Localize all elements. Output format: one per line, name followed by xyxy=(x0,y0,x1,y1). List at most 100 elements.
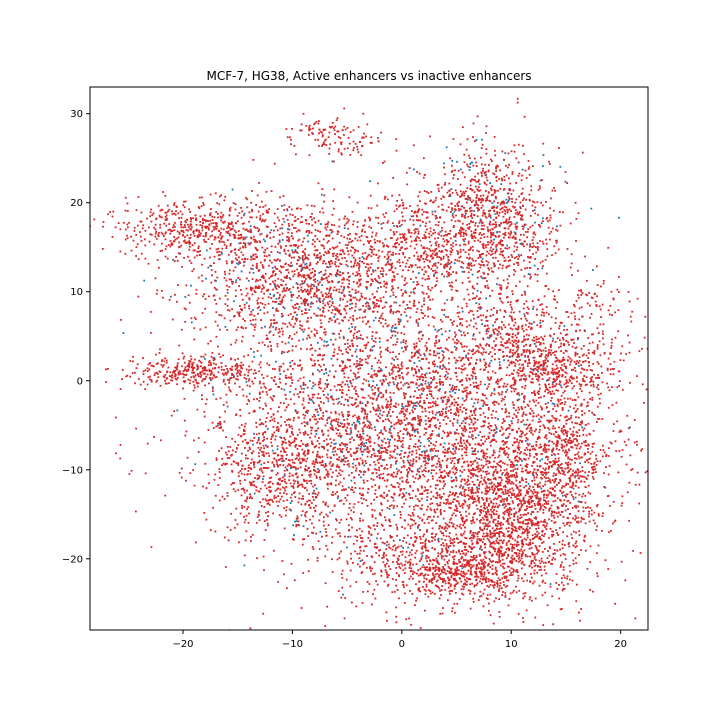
scatter-point xyxy=(359,560,362,562)
scatter-point xyxy=(398,454,401,456)
scatter-point xyxy=(331,536,334,538)
scatter-point xyxy=(504,326,507,329)
scatter-point xyxy=(525,543,528,546)
scatter-point xyxy=(307,535,310,537)
scatter-point xyxy=(465,345,468,348)
scatter-point xyxy=(480,234,483,236)
scatter-point xyxy=(513,464,516,467)
scatter-point xyxy=(553,403,556,405)
scatter-point xyxy=(475,350,478,353)
scatter-point xyxy=(262,498,264,501)
scatter-point xyxy=(418,318,421,320)
scatter-point xyxy=(434,386,437,389)
scatter-point xyxy=(431,210,434,213)
scatter-point xyxy=(559,332,562,335)
scatter-point xyxy=(508,412,511,414)
scatter-point xyxy=(342,289,345,291)
scatter-point xyxy=(392,499,395,502)
scatter-point xyxy=(450,403,453,406)
scatter-point xyxy=(413,343,416,345)
scatter-point xyxy=(374,340,377,343)
scatter-point xyxy=(398,323,400,326)
scatter-point xyxy=(496,401,498,404)
scatter-point xyxy=(450,395,453,398)
scatter-point xyxy=(425,423,427,425)
scatter-point xyxy=(332,200,334,202)
scatter-point xyxy=(219,421,221,423)
scatter-point xyxy=(357,501,360,504)
scatter-point xyxy=(339,436,342,438)
scatter-point xyxy=(488,479,490,481)
scatter-point xyxy=(494,529,497,531)
scatter-point xyxy=(421,451,423,453)
scatter-point xyxy=(345,449,348,451)
scatter-point xyxy=(382,395,385,398)
scatter-point xyxy=(245,454,247,457)
scatter-point xyxy=(400,387,403,390)
scatter-point xyxy=(426,397,428,400)
scatter-point xyxy=(289,377,292,379)
scatter-point xyxy=(343,227,346,229)
scatter-point xyxy=(430,418,433,421)
scatter-point xyxy=(469,460,472,463)
scatter-point xyxy=(403,428,405,430)
scatter-point xyxy=(396,505,398,508)
scatter-point xyxy=(247,449,249,452)
scatter-point xyxy=(457,411,460,414)
scatter-point xyxy=(439,501,442,504)
scatter-point xyxy=(263,539,266,541)
scatter-point xyxy=(386,415,389,418)
scatter-point xyxy=(404,382,407,385)
scatter-point xyxy=(499,523,502,525)
scatter-point xyxy=(584,441,587,444)
scatter-point xyxy=(328,417,331,419)
scatter-point xyxy=(506,437,509,439)
scatter-point xyxy=(375,472,378,474)
scatter-point xyxy=(458,448,460,451)
scatter-point xyxy=(396,439,399,442)
scatter-point xyxy=(496,378,499,381)
scatter-point xyxy=(262,238,265,241)
scatter-point xyxy=(325,345,328,347)
scatter-point xyxy=(393,427,396,430)
scatter-point xyxy=(411,497,413,499)
scatter-point xyxy=(234,382,236,385)
scatter-point xyxy=(412,426,415,429)
scatter-point xyxy=(363,445,365,448)
scatter-point xyxy=(498,358,500,360)
scatter-point xyxy=(406,475,409,478)
scatter-point xyxy=(333,385,336,388)
scatter-point xyxy=(427,315,430,318)
scatter-point xyxy=(415,321,418,324)
scatter-point xyxy=(332,343,335,346)
scatter-point xyxy=(564,431,567,434)
scatter-point xyxy=(410,424,413,427)
scatter-point xyxy=(490,425,493,427)
scatter-point xyxy=(272,482,274,485)
scatter-point xyxy=(374,357,377,360)
scatter-points xyxy=(90,97,648,630)
scatter-point xyxy=(417,431,419,434)
scatter-point xyxy=(559,367,562,369)
scatter-point xyxy=(374,484,377,487)
scatter-point xyxy=(361,453,364,456)
scatter-point xyxy=(267,502,270,505)
scatter-point xyxy=(391,326,393,329)
scatter-point xyxy=(415,460,418,463)
scatter-point xyxy=(365,417,368,420)
scatter-point xyxy=(529,273,532,276)
scatter-point xyxy=(353,328,356,331)
scatter-point xyxy=(311,372,314,375)
scatter-point xyxy=(409,360,412,362)
scatter-point xyxy=(523,387,526,390)
scatter-point xyxy=(498,539,501,542)
scatter-point xyxy=(346,265,349,268)
scatter-point xyxy=(290,299,293,302)
scatter-point xyxy=(398,597,400,600)
scatter-point xyxy=(430,469,433,471)
scatter-point xyxy=(414,417,416,419)
scatter-point xyxy=(629,381,631,384)
scatter-point xyxy=(402,377,405,380)
scatter-point xyxy=(443,356,445,358)
scatter-point xyxy=(526,285,529,288)
